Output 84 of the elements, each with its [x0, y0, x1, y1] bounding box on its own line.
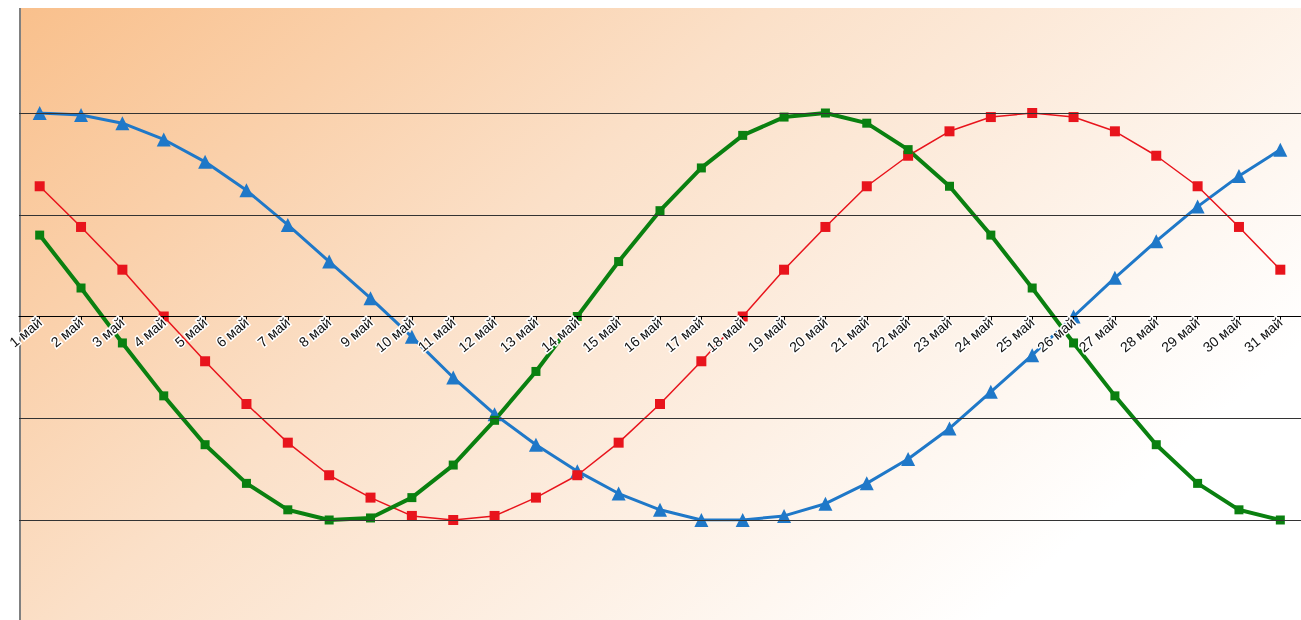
point	[942, 421, 957, 436]
point	[283, 505, 293, 515]
x-tick-label: 3 май	[88, 314, 128, 351]
x-tick-label: 7 май	[254, 314, 293, 351]
point	[324, 470, 335, 481]
point	[1027, 108, 1038, 118]
point	[406, 510, 417, 521]
point	[1068, 112, 1079, 123]
point	[1025, 348, 1040, 363]
point	[655, 206, 665, 216]
point	[407, 493, 417, 503]
point	[694, 513, 709, 527]
point	[446, 370, 461, 385]
point	[735, 513, 750, 527]
point	[862, 118, 872, 128]
point	[859, 476, 874, 491]
point	[1151, 440, 1161, 450]
point	[820, 221, 831, 232]
x-tick-label: 4 май	[130, 314, 169, 351]
point	[35, 230, 45, 240]
point	[34, 181, 45, 192]
point	[1233, 221, 1244, 232]
point	[1193, 478, 1203, 488]
point	[986, 230, 996, 240]
point	[1275, 264, 1286, 275]
point	[1027, 283, 1037, 293]
point	[365, 492, 376, 503]
point	[322, 254, 337, 269]
x-tick-label: 5 май	[171, 314, 211, 351]
point	[779, 264, 790, 275]
point	[611, 486, 626, 501]
point	[363, 291, 378, 306]
point	[1110, 391, 1120, 401]
point	[861, 181, 872, 192]
point	[489, 510, 500, 521]
point	[159, 391, 169, 401]
point	[944, 181, 954, 191]
x-tick-label: 8 май	[295, 314, 335, 351]
point	[531, 366, 541, 376]
point	[696, 356, 707, 367]
point	[241, 478, 251, 488]
point	[200, 440, 210, 450]
point	[1273, 142, 1288, 157]
point	[1151, 150, 1162, 161]
point	[983, 384, 998, 399]
point	[200, 356, 211, 367]
point	[117, 264, 128, 275]
x-tick-label: 1 май	[6, 314, 45, 351]
point	[448, 515, 459, 525]
point	[76, 221, 87, 232]
point	[239, 183, 254, 198]
point	[198, 154, 213, 169]
point	[1231, 169, 1246, 184]
point	[76, 283, 86, 293]
point	[530, 492, 541, 503]
point	[1234, 505, 1244, 515]
point	[901, 451, 916, 466]
point	[282, 437, 293, 448]
point	[614, 257, 624, 267]
point	[572, 470, 583, 481]
point	[696, 163, 706, 173]
point	[1149, 234, 1164, 249]
point	[903, 145, 913, 155]
point	[241, 399, 252, 410]
point	[944, 126, 955, 137]
point	[528, 437, 543, 452]
point	[985, 112, 996, 123]
point	[74, 108, 89, 123]
point	[1192, 181, 1203, 192]
point	[653, 502, 667, 517]
x-tick-label: 2 май	[47, 314, 87, 351]
point	[613, 437, 624, 448]
point	[1109, 126, 1120, 137]
point	[32, 106, 47, 120]
point	[655, 399, 665, 410]
point	[818, 496, 833, 511]
x-tick-label: 6 май	[213, 314, 252, 351]
point	[156, 132, 171, 147]
point	[280, 217, 295, 232]
point	[115, 116, 130, 131]
point	[1190, 199, 1205, 214]
point	[1107, 270, 1122, 285]
point	[738, 130, 748, 140]
point	[448, 460, 458, 470]
